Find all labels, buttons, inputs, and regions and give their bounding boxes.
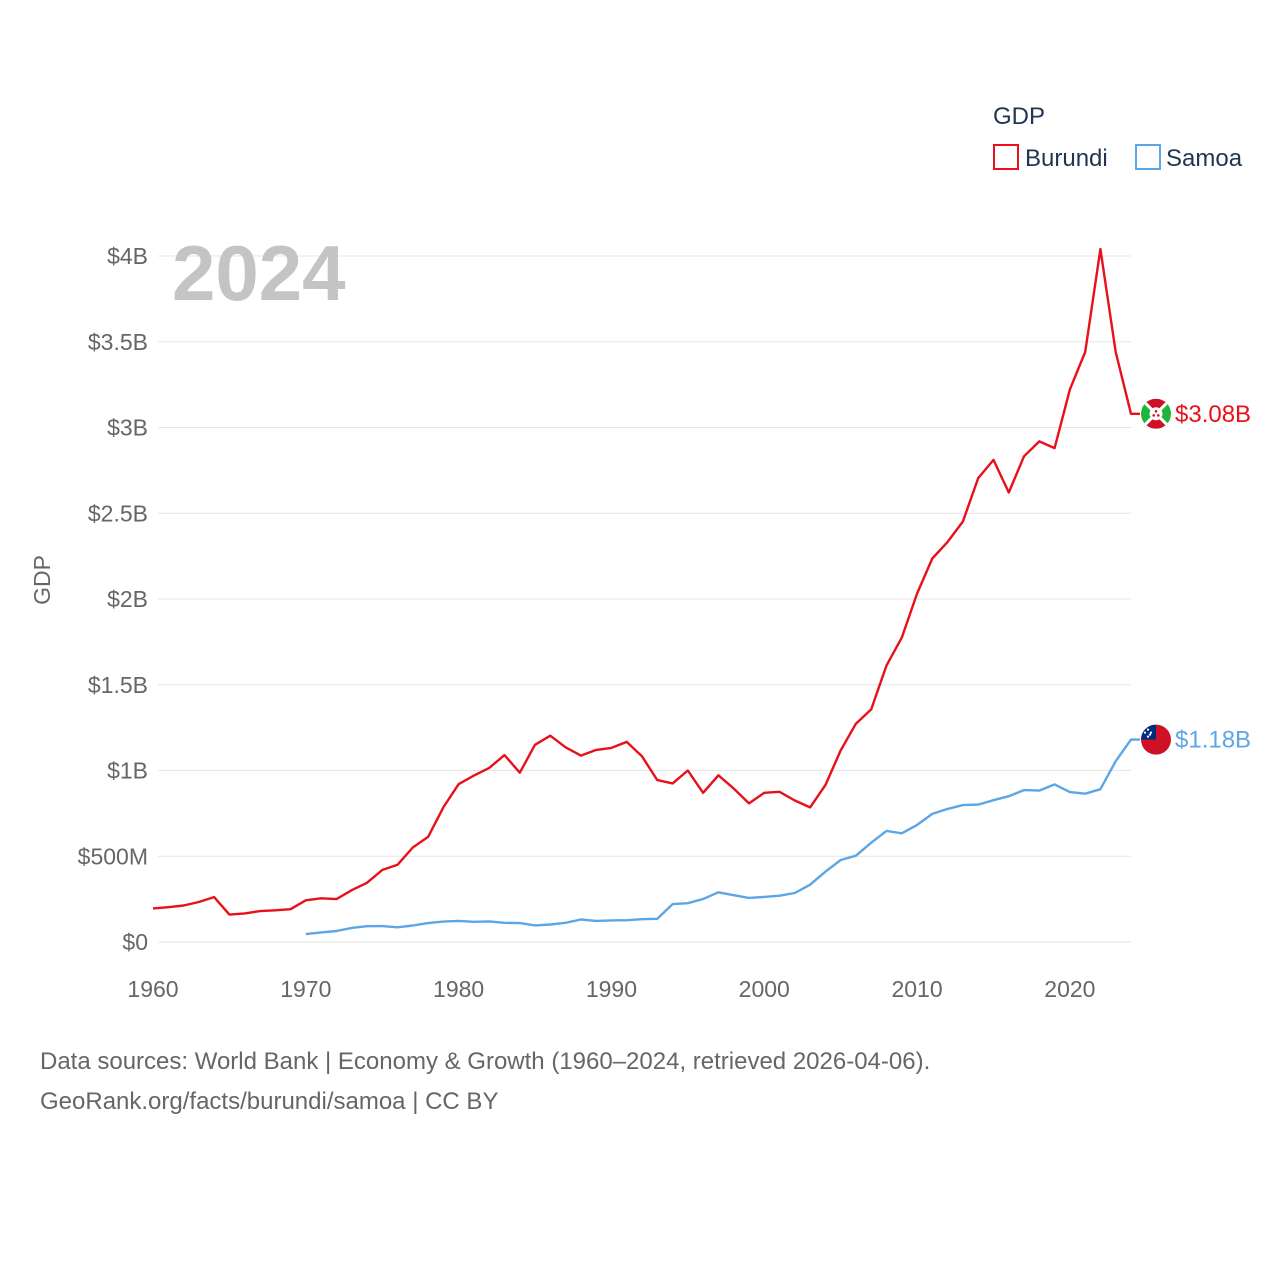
x-tick-label: 2010 [891,976,942,1002]
gridlines [158,255,1131,943]
x-tick-label: 1980 [433,976,484,1002]
y-tick-label: $1.5B [88,672,148,698]
source-line-1: Data sources: World Bank | Economy & Gro… [40,1048,931,1075]
samoa-flag-icon [1141,724,1171,755]
series-line-samoa [305,738,1140,936]
end-label-samoa: $1.18B [1175,727,1251,754]
legend-label-burundi: Burundi [1025,145,1108,172]
year-watermark: 2024 [172,229,346,317]
legend-item-samoa[interactable]: Samoa [1135,144,1243,172]
x-tick-label: 2020 [1044,976,1095,1002]
legend-title: GDP [993,103,1045,130]
x-axis-ticks: 1960 1970 1980 1990 2000 2010 2020 [127,976,1095,1002]
x-tick-label: 1970 [280,976,331,1002]
y-tick-label: $0 [122,929,148,955]
source-line-2: GeoRank.org/facts/burundi/samoa | CC BY [40,1088,499,1115]
y-axis-ticks: $0 $500M $1B $1.5B $2B $2.5B $3B $3.5B $4B [78,243,148,955]
series-line-burundi [152,247,1140,916]
burundi-flag-icon [1141,398,1171,429]
y-axis-label: GDP [29,555,55,605]
legend[interactable]: GDP Burundi Samoa [993,103,1243,172]
end-labels: $3.08B $1.18B [1141,398,1251,755]
y-tick-label: $3.5B [88,329,148,355]
x-tick-label: 2000 [739,976,790,1002]
end-label-burundi: $3.08B [1175,401,1251,428]
legend-swatch-burundi [993,144,1019,170]
y-tick-label: $2.5B [88,500,148,526]
legend-swatch-samoa [1135,144,1161,170]
y-tick-label: $2B [107,586,148,612]
series-lines [152,247,1140,936]
y-tick-label: $500M [78,843,148,869]
legend-item-burundi[interactable]: Burundi [993,144,1108,172]
x-tick-label: 1960 [127,976,178,1002]
y-tick-label: $3B [107,415,148,441]
source-note: Data sources: World Bank | Economy & Gro… [40,1042,930,1122]
x-tick-label: 1990 [586,976,637,1002]
legend-label-samoa: Samoa [1166,145,1243,172]
y-tick-label: $1B [107,758,148,784]
y-tick-label: $4B [107,243,148,269]
